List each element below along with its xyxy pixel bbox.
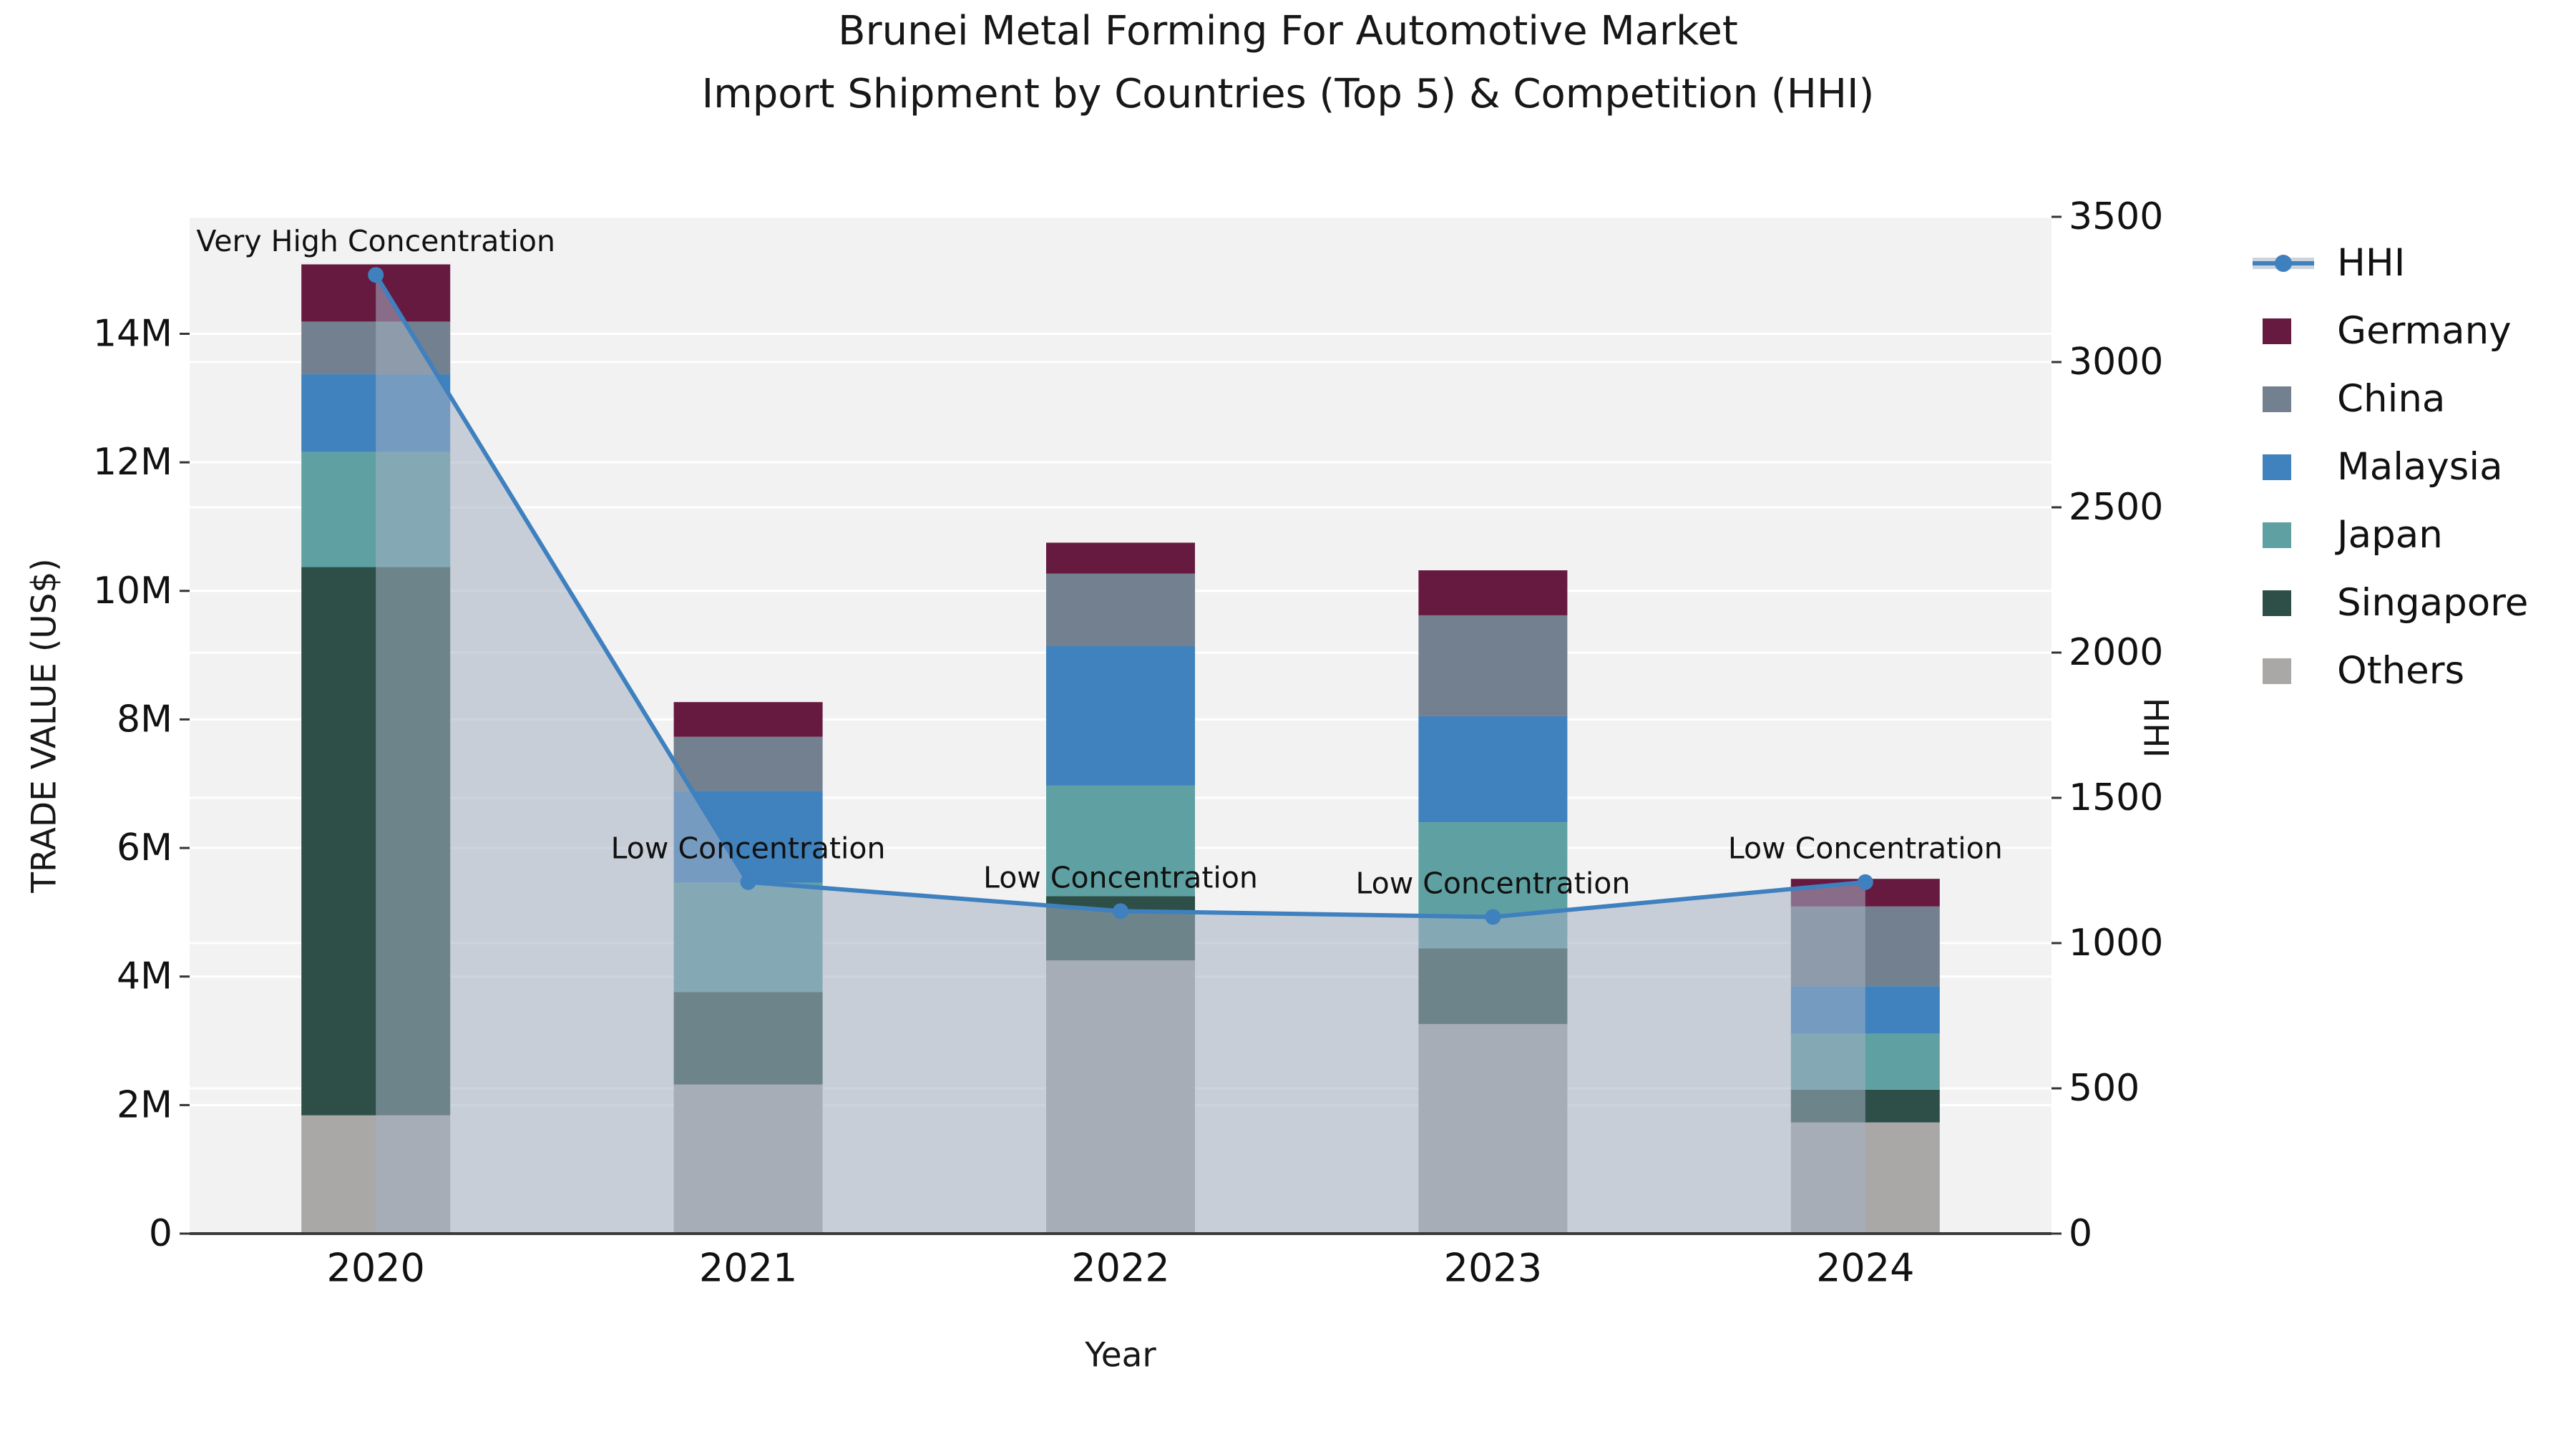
annotation-2024: Low Concentration xyxy=(1728,831,2003,866)
color-swatch-icon xyxy=(2263,658,2291,684)
y-left-tick-label-4M: 4M xyxy=(117,955,172,998)
bar-segment-china-2021 xyxy=(673,736,823,791)
y-left-tick-label-6M: 6M xyxy=(117,826,172,869)
hhi-marker-2021 xyxy=(740,874,756,890)
y-right-tick-label-1000: 1000 xyxy=(2069,922,2163,965)
legend-swatch-hhi xyxy=(2253,254,2318,272)
legend-item-malaysia: Malaysia xyxy=(2253,433,2528,501)
legend-item-japan: Japan xyxy=(2253,501,2528,569)
legend-label-japan: Japan xyxy=(2337,513,2443,557)
annotation-2020: Very High Concentration xyxy=(196,224,555,258)
legend-swatch-others xyxy=(2253,658,2318,684)
bar-segment-germany-2022 xyxy=(1046,542,1195,574)
y-left-tick-label-12M: 12M xyxy=(93,441,172,484)
bar-segment-malaysia-2022 xyxy=(1046,646,1195,786)
chart-title: Brunei Metal Forming For Automotive Mark… xyxy=(0,0,2576,126)
hhi-marker-2023 xyxy=(1485,909,1501,925)
legend-item-others: Others xyxy=(2253,637,2528,705)
color-swatch-icon xyxy=(2263,318,2291,344)
color-swatch-icon xyxy=(2263,522,2291,548)
x-tick-label-2020: 2020 xyxy=(326,1246,424,1291)
legend-label-hhi: HHI xyxy=(2337,241,2406,285)
annotation-2021: Low Concentration xyxy=(611,831,886,866)
legend-item-china: China xyxy=(2253,365,2528,433)
legend-swatch-germany xyxy=(2253,318,2318,344)
legend-swatch-china xyxy=(2253,386,2318,412)
y-right-tick-label-1500: 1500 xyxy=(2069,776,2163,819)
legend-swatch-malaysia xyxy=(2253,454,2318,480)
chart-title-line2: Import Shipment by Countries (Top 5) & C… xyxy=(701,71,1875,117)
y-left-tick-label-10M: 10M xyxy=(93,570,172,613)
bar-segment-germany-2023 xyxy=(1418,570,1568,615)
bar-segment-china-2023 xyxy=(1418,615,1568,716)
hhi-marker-2022 xyxy=(1113,903,1128,919)
legend-item-singapore: Singapore xyxy=(2253,569,2528,637)
legend-item-germany: Germany xyxy=(2253,297,2528,365)
legend-label-malaysia: Malaysia xyxy=(2337,445,2503,489)
y-right-tick-label-3000: 3000 xyxy=(2069,341,2163,384)
bar-segment-germany-2021 xyxy=(673,702,823,737)
y-left-tick-label-2M: 2M xyxy=(117,1083,172,1126)
legend-label-china: China xyxy=(2337,377,2446,421)
legend-item-hhi: HHI xyxy=(2253,229,2528,297)
y-right-tick-label-500: 500 xyxy=(2069,1067,2140,1110)
legend-label-others: Others xyxy=(2337,649,2465,693)
chart-title-line1: Brunei Metal Forming For Automotive Mark… xyxy=(838,8,1738,54)
legend: HHI Germany China Malaysia Japan Singapore Oth… xyxy=(2253,229,2528,705)
annotation-2023: Low Concentration xyxy=(1355,866,1630,900)
hhi-marker-2024 xyxy=(1857,874,1873,890)
x-axis-title: Year xyxy=(1085,1335,1156,1375)
legend-swatch-japan xyxy=(2253,522,2318,548)
bar-segment-malaysia-2023 xyxy=(1418,716,1568,823)
x-tick-label-2023: 2023 xyxy=(1444,1246,1542,1291)
y-right-tick-label-2000: 2000 xyxy=(2069,631,2163,674)
legend-label-germany: Germany xyxy=(2337,309,2512,353)
legend-swatch-singapore xyxy=(2253,590,2318,616)
annotation-2022: Low Concentration xyxy=(983,860,1258,894)
y-right-tick-label-0: 0 xyxy=(2069,1212,2092,1255)
y-right-tick-label-2500: 2500 xyxy=(2069,486,2163,529)
y-right-axis-title: HHI xyxy=(2135,697,2175,758)
bar-segment-japan-2022 xyxy=(1046,785,1195,897)
hhi-marker-2020 xyxy=(368,267,384,283)
y-right-tick-label-3500: 3500 xyxy=(2069,195,2163,238)
x-tick-label-2024: 2024 xyxy=(1816,1246,1914,1291)
color-swatch-icon xyxy=(2263,590,2291,616)
y-left-axis-title: TRADE VALUE (US$) xyxy=(24,558,64,893)
y-left-tick-label-8M: 8M xyxy=(117,698,172,741)
hhi-area-fill xyxy=(376,275,1865,1234)
legend-label-singapore: Singapore xyxy=(2337,581,2529,625)
x-tick-label-2021: 2021 xyxy=(699,1246,797,1291)
x-tick-label-2022: 2022 xyxy=(1071,1246,1169,1291)
color-swatch-icon xyxy=(2263,386,2291,412)
hhi-line-swatch-icon xyxy=(2253,254,2314,272)
y-left-tick-label-0: 0 xyxy=(149,1212,172,1255)
y-left-tick-label-14M: 14M xyxy=(93,312,172,355)
color-swatch-icon xyxy=(2263,454,2291,480)
bar-segment-china-2022 xyxy=(1046,573,1195,647)
